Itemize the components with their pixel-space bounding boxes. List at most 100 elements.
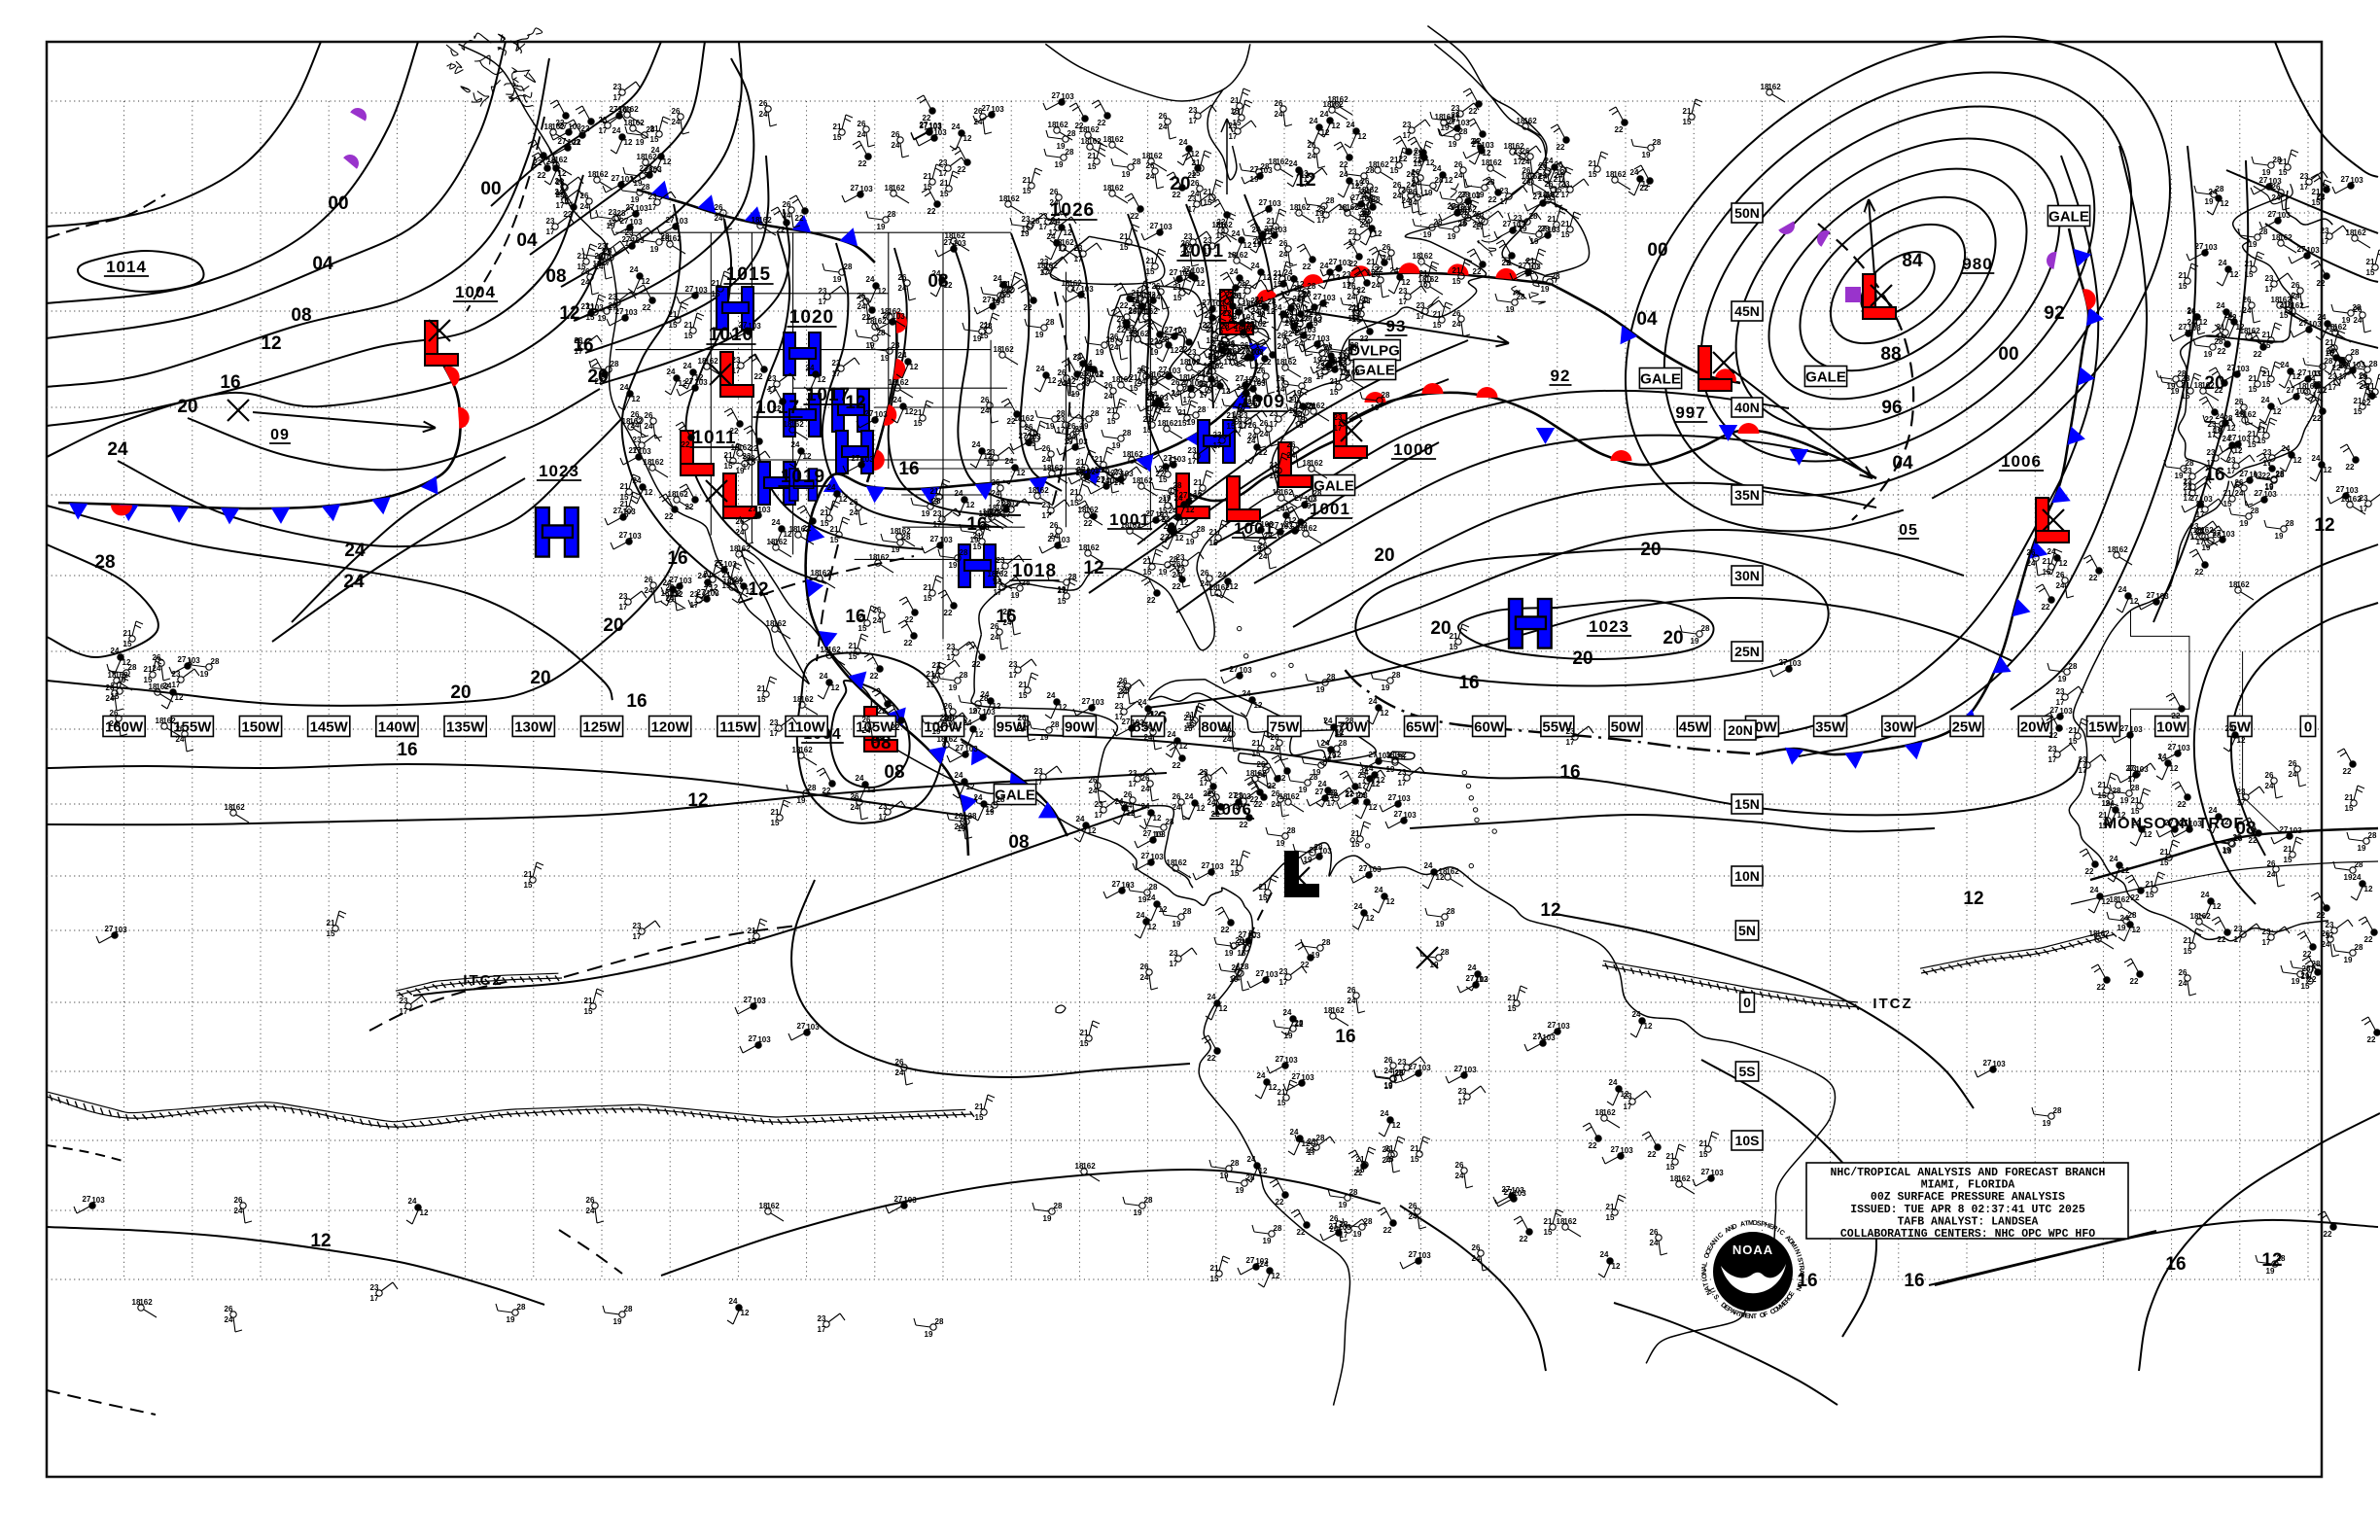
svg-text:E: E [1706,1244,1715,1252]
svg-text:90W: 90W [1065,718,1096,735]
svg-text:45W: 45W [1679,718,1710,735]
svg-text:00: 00 [328,193,348,214]
svg-text:GALE: GALE [1313,477,1354,494]
svg-text:E: E [1781,1299,1790,1307]
svg-text:08: 08 [884,762,904,783]
svg-text:MIAMI, FLORIDA: MIAMI, FLORIDA [1921,1179,2015,1192]
svg-text:NOAA: NOAA [1732,1242,1773,1257]
svg-text:I: I [1797,1278,1803,1281]
svg-text:115W: 115W [719,718,757,735]
svg-text:GALE: GALE [2048,208,2089,225]
svg-text:12: 12 [2314,515,2334,536]
svg-text:96: 96 [1881,398,1902,418]
svg-text:T: T [1797,1261,1804,1267]
svg-text:ITCZ: ITCZ [463,972,503,989]
svg-text:T: T [1702,1280,1710,1287]
svg-text:12: 12 [1540,900,1560,921]
svg-text:A: A [1798,1270,1804,1275]
svg-text:110W: 110W [788,718,825,735]
svg-text:04: 04 [1636,309,1658,330]
svg-text:T: T [1753,1313,1758,1320]
svg-text:R: R [1798,1265,1804,1271]
svg-text:T: T [1744,1220,1750,1228]
svg-text:GALE: GALE [1354,362,1395,378]
svg-text:S: S [1796,1257,1803,1264]
svg-text:0: 0 [1743,995,1751,1010]
svg-text:980: 980 [1962,255,1992,273]
svg-text:00: 00 [1998,344,2018,365]
svg-text:1006: 1006 [2001,452,2042,471]
svg-text:.: . [1715,1298,1722,1304]
svg-text:GALE: GALE [1805,368,1846,385]
svg-text:12: 12 [845,393,865,413]
svg-text:35N: 35N [1734,487,1760,503]
svg-text:L: L [1701,1261,1709,1267]
svg-text:10W: 10W [2156,718,2188,735]
svg-text:D: D [1719,1302,1727,1311]
svg-text:08: 08 [1008,832,1029,853]
svg-text:16: 16 [1335,1027,1355,1047]
svg-text:40N: 40N [1734,400,1760,415]
svg-text:O: O [1703,1252,1712,1260]
svg-text:140W: 140W [378,718,417,735]
svg-text:150W: 150W [241,718,280,735]
svg-text:05: 05 [1899,522,1918,539]
svg-text:04: 04 [312,254,333,274]
svg-text:145W: 145W [310,718,349,735]
svg-text:24: 24 [343,572,365,592]
svg-text:20: 20 [177,397,197,417]
svg-text:1019: 1019 [781,467,825,487]
svg-text:1020: 1020 [789,307,834,328]
svg-text:P: P [1726,1307,1733,1315]
svg-text:1023: 1023 [1589,617,1629,636]
svg-text:I: I [1715,1236,1721,1242]
svg-text:16: 16 [898,459,919,479]
svg-text:E: E [1768,1223,1774,1231]
svg-text:O: O [1759,1312,1766,1319]
svg-text:M: M [1775,1304,1784,1312]
svg-text:35W: 35W [1815,718,1846,735]
svg-text:16: 16 [1458,673,1479,693]
svg-text:1026: 1026 [1050,200,1095,221]
svg-text:C: C [1769,1308,1777,1316]
svg-text:120W: 120W [651,718,690,735]
svg-text:20: 20 [1640,540,1661,560]
svg-text:GALE: GALE [995,787,1035,803]
svg-text:5W: 5W [2229,718,2252,735]
svg-text:E: E [1744,1312,1750,1320]
svg-text:1001: 1001 [1310,500,1350,518]
svg-text:24: 24 [344,541,366,561]
svg-text:93: 93 [1386,317,1407,335]
svg-text:COLLABORATING CENTERS: NHC OPC: COLLABORATING CENTERS: NHC OPC WPC HFO [1840,1228,2095,1241]
svg-text:1015: 1015 [726,264,771,285]
svg-text:0: 0 [2304,718,2312,735]
svg-text:A: A [1701,1265,1708,1271]
svg-text:A: A [1729,1308,1736,1316]
svg-text:130W: 130W [514,718,553,735]
svg-text:C: C [1786,1293,1795,1301]
svg-text:20W: 20W [2020,718,2051,735]
svg-text:I: I [1792,1246,1799,1251]
svg-text:25W: 25W [1952,718,1983,735]
svg-text:04: 04 [1892,453,1913,473]
svg-text:50N: 50N [1734,205,1760,221]
svg-text:R: R [1784,1296,1793,1304]
svg-text:N: N [1793,1248,1801,1255]
svg-text:TAFB ANALYST: LANDSEA: TAFB ANALYST: LANDSEA [1898,1215,2039,1228]
svg-text:16: 16 [220,372,240,393]
svg-text:00Z SURFACE PRESSURE ANALYSIS: 00Z SURFACE PRESSURE ANALYSIS [1871,1191,2065,1204]
svg-text:A: A [1724,1227,1732,1236]
svg-text:H: H [1764,1222,1770,1230]
svg-text:10S: 10S [1735,1133,1760,1148]
svg-text:88: 88 [1880,344,1901,365]
svg-text:75W: 75W [1270,718,1301,735]
svg-text:08: 08 [291,305,311,326]
svg-text:O: O [1772,1306,1781,1314]
svg-text:R: R [1732,1310,1739,1317]
svg-text:N: N [1728,1225,1735,1234]
svg-text:92: 92 [1551,367,1571,385]
svg-text:16: 16 [626,691,647,712]
svg-text:12: 12 [310,1231,331,1251]
svg-text:30W: 30W [1883,718,1914,735]
svg-text:00: 00 [480,179,501,199]
